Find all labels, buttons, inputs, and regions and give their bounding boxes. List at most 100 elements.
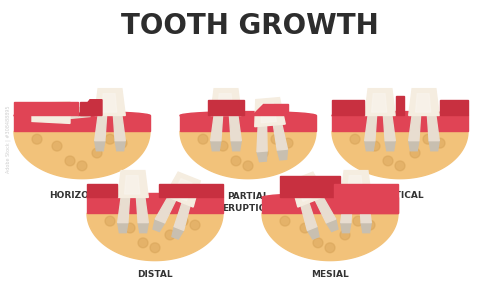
Circle shape (353, 216, 363, 226)
Polygon shape (210, 141, 221, 151)
Ellipse shape (332, 112, 468, 119)
Polygon shape (138, 223, 148, 233)
Polygon shape (360, 198, 372, 223)
Polygon shape (332, 131, 468, 179)
Polygon shape (408, 141, 419, 151)
Text: HORIZONTAL: HORIZONTAL (49, 191, 115, 200)
Circle shape (92, 148, 102, 158)
Circle shape (198, 134, 208, 144)
Polygon shape (332, 100, 364, 115)
Polygon shape (102, 94, 117, 112)
Polygon shape (118, 198, 130, 223)
Polygon shape (210, 115, 222, 141)
Ellipse shape (262, 194, 398, 201)
Circle shape (32, 134, 42, 144)
Polygon shape (115, 141, 126, 151)
Polygon shape (156, 197, 176, 223)
Circle shape (271, 134, 281, 144)
Bar (262, 198, 398, 213)
Polygon shape (252, 104, 288, 115)
Polygon shape (340, 171, 372, 198)
Polygon shape (165, 172, 200, 207)
Circle shape (365, 220, 375, 230)
Bar (180, 115, 316, 131)
Polygon shape (210, 89, 242, 115)
Circle shape (395, 161, 405, 171)
Polygon shape (372, 94, 387, 112)
Circle shape (178, 216, 188, 226)
Polygon shape (153, 219, 164, 232)
Polygon shape (361, 223, 372, 233)
Circle shape (138, 238, 148, 248)
Circle shape (77, 161, 87, 171)
Polygon shape (94, 115, 106, 141)
Polygon shape (218, 94, 233, 112)
Polygon shape (78, 100, 102, 115)
Polygon shape (231, 141, 241, 151)
Polygon shape (136, 198, 148, 223)
Polygon shape (87, 213, 223, 260)
Polygon shape (396, 96, 404, 115)
Polygon shape (408, 115, 420, 141)
Circle shape (117, 138, 127, 148)
Polygon shape (384, 115, 396, 141)
Polygon shape (262, 213, 398, 260)
Polygon shape (87, 183, 117, 198)
Polygon shape (14, 131, 150, 179)
Polygon shape (70, 106, 90, 119)
Polygon shape (257, 126, 267, 152)
Polygon shape (159, 183, 223, 198)
Circle shape (52, 141, 62, 151)
Ellipse shape (87, 194, 223, 201)
Circle shape (105, 216, 115, 226)
Polygon shape (364, 115, 376, 141)
Polygon shape (364, 89, 396, 115)
Polygon shape (94, 89, 126, 115)
Text: PARTIAL
ERUPTION: PARTIAL ERUPTION (222, 192, 274, 213)
Bar (87, 198, 223, 213)
Polygon shape (255, 98, 285, 127)
Polygon shape (308, 226, 319, 239)
Polygon shape (334, 183, 398, 213)
Circle shape (65, 156, 75, 166)
Polygon shape (278, 149, 287, 160)
Circle shape (300, 223, 310, 233)
Polygon shape (298, 179, 317, 201)
Polygon shape (118, 223, 128, 233)
Polygon shape (340, 198, 352, 223)
Polygon shape (280, 176, 340, 198)
Polygon shape (408, 89, 440, 115)
Text: VERTICAL: VERTICAL (376, 191, 424, 200)
Polygon shape (348, 176, 363, 194)
Circle shape (105, 134, 115, 144)
Polygon shape (14, 102, 78, 115)
Circle shape (125, 223, 135, 233)
Circle shape (370, 141, 380, 151)
Polygon shape (230, 115, 241, 141)
Text: DISTAL: DISTAL (137, 271, 173, 280)
Polygon shape (32, 102, 70, 123)
Circle shape (340, 230, 350, 240)
Polygon shape (261, 103, 276, 123)
Circle shape (218, 141, 228, 151)
Polygon shape (172, 179, 192, 201)
Text: TOOTH GROWTH: TOOTH GROWTH (121, 12, 379, 40)
Bar (332, 115, 468, 131)
Polygon shape (428, 115, 440, 141)
Circle shape (150, 243, 160, 253)
Polygon shape (180, 131, 316, 179)
Circle shape (231, 156, 241, 166)
Circle shape (423, 134, 433, 144)
Circle shape (243, 161, 253, 171)
Circle shape (435, 138, 445, 148)
Polygon shape (291, 172, 326, 207)
Polygon shape (440, 100, 468, 115)
Polygon shape (326, 219, 338, 232)
Polygon shape (80, 102, 92, 115)
Polygon shape (429, 141, 440, 151)
Circle shape (258, 148, 268, 158)
Circle shape (283, 138, 293, 148)
Text: Adobe Stock | #308488895: Adobe Stock | #308488895 (5, 105, 11, 173)
Polygon shape (208, 100, 244, 115)
Bar (14, 115, 150, 131)
